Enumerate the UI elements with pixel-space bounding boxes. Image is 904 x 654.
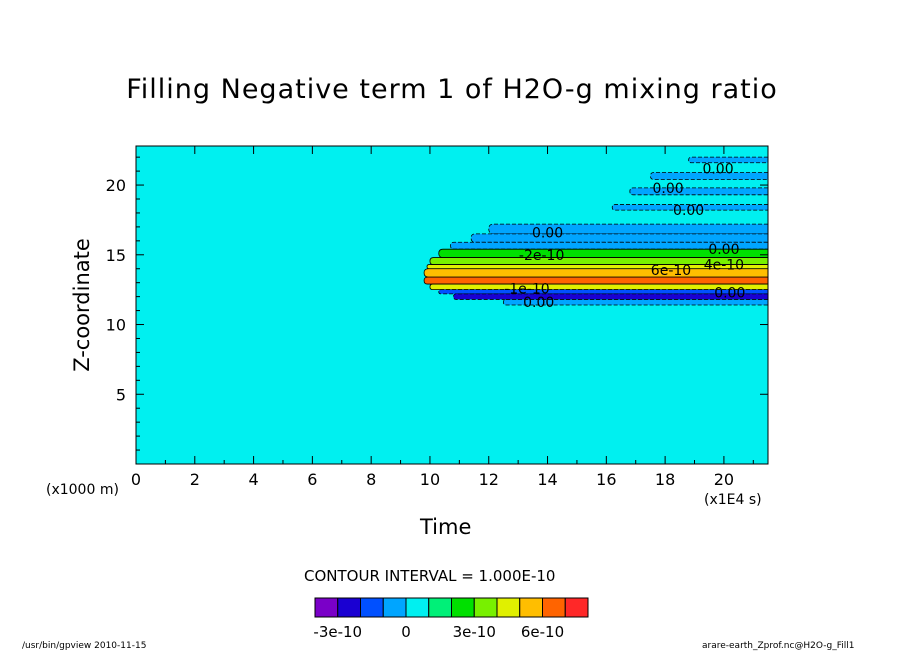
y-tick-label-20: 20 — [106, 176, 126, 195]
colorbar-tick-label-1: 0 — [401, 623, 411, 641]
colorbar: -3e-10 0 3e-10 6e-10 — [313, 597, 589, 641]
footer-program-date: /usr/bin/gpview 2010-11-15 — [22, 641, 147, 651]
chart-title: Filling Negative term 1 of H2O-g mixing … — [126, 74, 778, 105]
contour-label-3: 0.00 — [532, 225, 563, 241]
y-tick-label-10: 10 — [106, 316, 126, 335]
contour-band-5 — [470, 233, 769, 243]
contour-label-10: 0.00 — [523, 295, 554, 311]
colorbar-swatch-0 — [314, 597, 339, 618]
contour-label-9: 0.00 — [714, 285, 745, 301]
contour-band-12 — [429, 283, 769, 291]
colorbar-swatch-7 — [473, 597, 498, 618]
x-tick-label-0: 0 — [131, 470, 141, 489]
colorbar-swatch-1 — [337, 597, 361, 618]
contour-band-1 — [650, 172, 769, 180]
contour-band-3 — [611, 204, 769, 211]
plot-frame — [135, 145, 769, 465]
colorbar-swatch-6 — [451, 597, 475, 618]
contour-label-0: 0.00 — [702, 161, 733, 177]
x-tick-label-12: 12 — [479, 470, 499, 489]
contour-band-13 — [438, 289, 769, 295]
contour-labels: 0.00 0.00 0.00 0.00 0.00 -2e-10 6e-10 4e-10 -1e-… — [504, 161, 745, 311]
contour-label-1: 0.00 — [652, 181, 683, 197]
colorbar-tick-label-3: 6e-10 — [521, 623, 564, 641]
contour-band-15 — [503, 299, 769, 306]
x-tick-label-2: 2 — [190, 470, 200, 489]
contour-band-11 — [423, 276, 769, 285]
x-axis-unit: (x1E4 s) — [704, 492, 762, 508]
colorbar-swatch-4 — [405, 597, 430, 618]
contour-label-4: 0.00 — [708, 242, 739, 258]
x-tick-label-16: 16 — [596, 470, 616, 489]
x-tick-label-14: 14 — [537, 470, 557, 489]
y-tick-label-15: 15 — [106, 246, 126, 265]
colorbar-swatch-2 — [360, 597, 384, 618]
x-tick-label-10: 10 — [420, 470, 440, 489]
contour-label-5: -2e-10 — [519, 248, 564, 264]
colorbar-tick-label-2: 3e-10 — [453, 623, 496, 641]
footer-source-file: arare-earth_Zprof.nc@H2O-g_Fill1 — [702, 641, 855, 651]
contour-label-6: 6e-10 — [651, 263, 691, 279]
x-tick-label-8: 8 — [366, 470, 376, 489]
colorbar-swatch-3 — [382, 597, 407, 618]
y-tick-label-5: 5 — [116, 385, 126, 404]
contour-label-8: -1e-10 — [504, 281, 549, 297]
y-axis-unit: (x1000 m) — [46, 482, 119, 498]
contour-band-14 — [453, 293, 769, 300]
colorbar-swatch-11 — [564, 597, 589, 618]
axes: 0 2 4 6 8 10 12 14 16 18 20 5 10 15 20 — [106, 145, 769, 489]
x-tick-label-6: 6 — [307, 470, 317, 489]
contour-interval: CONTOUR INTERVAL = 1.000E-10 — [304, 567, 556, 585]
contour-band-2 — [629, 187, 769, 196]
colorbar-swatch-9 — [519, 597, 543, 618]
contour-band-4 — [488, 223, 769, 235]
x-axis-label: Time — [420, 515, 472, 539]
colorbar-swatch-5 — [428, 597, 452, 618]
contour-band-0 — [688, 156, 769, 164]
contour-bands — [423, 156, 769, 306]
colorbar-swatch-10 — [542, 597, 566, 618]
x-tick-label-20: 20 — [714, 470, 734, 489]
contour-label-2: 0.00 — [673, 203, 704, 219]
colorbar-tick-label-0: -3e-10 — [313, 623, 362, 641]
contour-label-7: 4e-10 — [704, 258, 744, 274]
x-tick-label-18: 18 — [655, 470, 675, 489]
colorbar-swatch-8 — [496, 597, 521, 618]
y-axis-label: Z-coordinate — [70, 238, 94, 372]
x-tick-label-4: 4 — [248, 470, 258, 489]
